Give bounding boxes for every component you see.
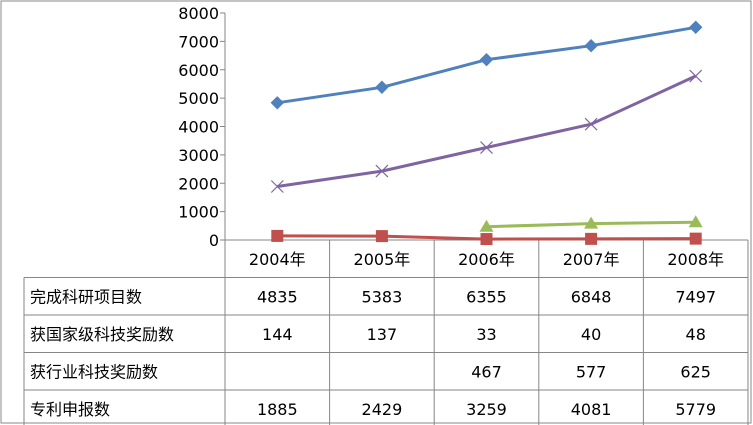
data-point-marker bbox=[480, 141, 493, 154]
series-name-label: 完成科研项目数 bbox=[30, 287, 142, 306]
data-table-value: 4835 bbox=[257, 287, 298, 306]
category-label: 2008年 bbox=[667, 250, 724, 269]
category-label: 2007年 bbox=[563, 250, 620, 269]
data-point-marker bbox=[584, 38, 598, 53]
y-tick-label: 4000 bbox=[178, 118, 219, 137]
data-point-marker bbox=[584, 117, 598, 131]
y-tick-label: 8000 bbox=[178, 4, 219, 23]
data-point-marker bbox=[270, 180, 284, 193]
data-point-marker bbox=[479, 219, 494, 232]
category-label: 2005年 bbox=[354, 250, 411, 269]
y-tick-label: 3000 bbox=[178, 146, 219, 165]
y-tick-label: 7000 bbox=[178, 32, 219, 51]
data-point-marker bbox=[689, 232, 702, 245]
y-tick-label: 1000 bbox=[178, 203, 219, 222]
data-table-value: 2429 bbox=[362, 400, 403, 419]
data-point-marker bbox=[688, 20, 703, 34]
y-tick-label: 0 bbox=[209, 231, 219, 250]
data-table-value: 48 bbox=[686, 325, 706, 344]
series-name-label: 专利申报数 bbox=[30, 400, 110, 419]
data-point-marker bbox=[270, 96, 285, 110]
data-table-value: 4081 bbox=[571, 400, 612, 419]
category-label: 2004年 bbox=[249, 250, 306, 269]
data-point-marker bbox=[480, 233, 493, 246]
data-table-value: 6848 bbox=[571, 287, 612, 306]
series-name-label: 获国家级科技奖励数 bbox=[30, 325, 174, 344]
data-point-marker bbox=[689, 69, 703, 83]
series-name-label: 获行业科技奖励数 bbox=[30, 362, 158, 381]
data-point-marker bbox=[585, 232, 598, 245]
data-table-value: 625 bbox=[680, 362, 711, 381]
data-point-marker bbox=[375, 164, 389, 178]
y-tick-label: 5000 bbox=[178, 89, 219, 108]
data-point-marker bbox=[688, 215, 703, 228]
data-table-value: 5383 bbox=[362, 287, 403, 306]
data-table-value: 577 bbox=[576, 362, 607, 381]
data-table-value: 137 bbox=[367, 325, 398, 344]
data-table-value: 5779 bbox=[675, 400, 716, 419]
data-point-marker bbox=[271, 229, 284, 242]
data-table-value: 7497 bbox=[675, 287, 716, 306]
data-table-value: 144 bbox=[262, 325, 293, 344]
data-table-value: 6355 bbox=[466, 287, 507, 306]
data-table-value: 1885 bbox=[257, 400, 298, 419]
data-table-value: 40 bbox=[581, 325, 601, 344]
data-table-value: 33 bbox=[476, 325, 496, 344]
data-point-marker bbox=[479, 52, 494, 67]
y-tick-label: 6000 bbox=[178, 61, 219, 80]
data-point-marker bbox=[375, 80, 389, 94]
data-table-value: 3259 bbox=[466, 400, 507, 419]
category-label: 2006年 bbox=[458, 250, 515, 269]
y-tick-label: 2000 bbox=[178, 174, 219, 193]
data-table-value: 467 bbox=[471, 362, 502, 381]
data-point-marker bbox=[584, 216, 599, 229]
data-point-marker bbox=[375, 230, 388, 243]
